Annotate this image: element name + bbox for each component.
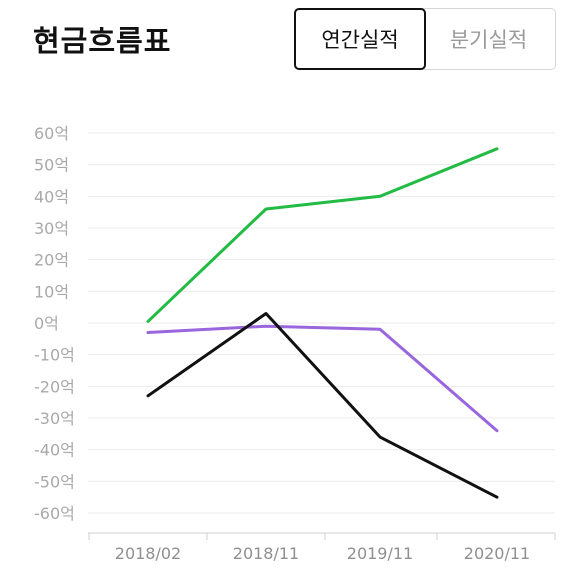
x-tick-label: 2020/11 (464, 544, 530, 563)
tab-annual[interactable]: 연간실적 (294, 8, 426, 70)
y-tick-label: 60억 (34, 124, 69, 143)
x-tick-label: 2018/11 (233, 544, 299, 563)
y-tick-label: 30억 (34, 219, 69, 238)
period-tab-group: 연간실적 분기실적 (294, 8, 556, 70)
series-line-2 (146, 324, 499, 433)
y-tick-label: 50억 (34, 156, 69, 175)
y-tick-label: 20억 (34, 251, 69, 270)
page-title: 현금흐름표 (33, 24, 172, 58)
y-tick-label: -50억 (34, 472, 75, 491)
series-line-1 (146, 147, 499, 323)
y-tick-label: 0억 (34, 314, 59, 333)
y-tick-label: 40억 (34, 187, 69, 206)
tab-quarterly[interactable]: 분기실적 (422, 8, 556, 70)
x-tick-label: 2019/11 (347, 544, 413, 563)
y-tick-label: -40억 (34, 441, 75, 460)
y-tick-label: -10억 (34, 346, 75, 365)
y-tick-label: -30억 (34, 409, 75, 428)
y-tick-label: -60억 (34, 504, 75, 523)
y-tick-label: 10억 (34, 282, 69, 301)
series-line-3 (146, 312, 499, 499)
x-tick-label: 2018/02 (115, 544, 181, 563)
y-tick-label: -20억 (34, 377, 75, 396)
